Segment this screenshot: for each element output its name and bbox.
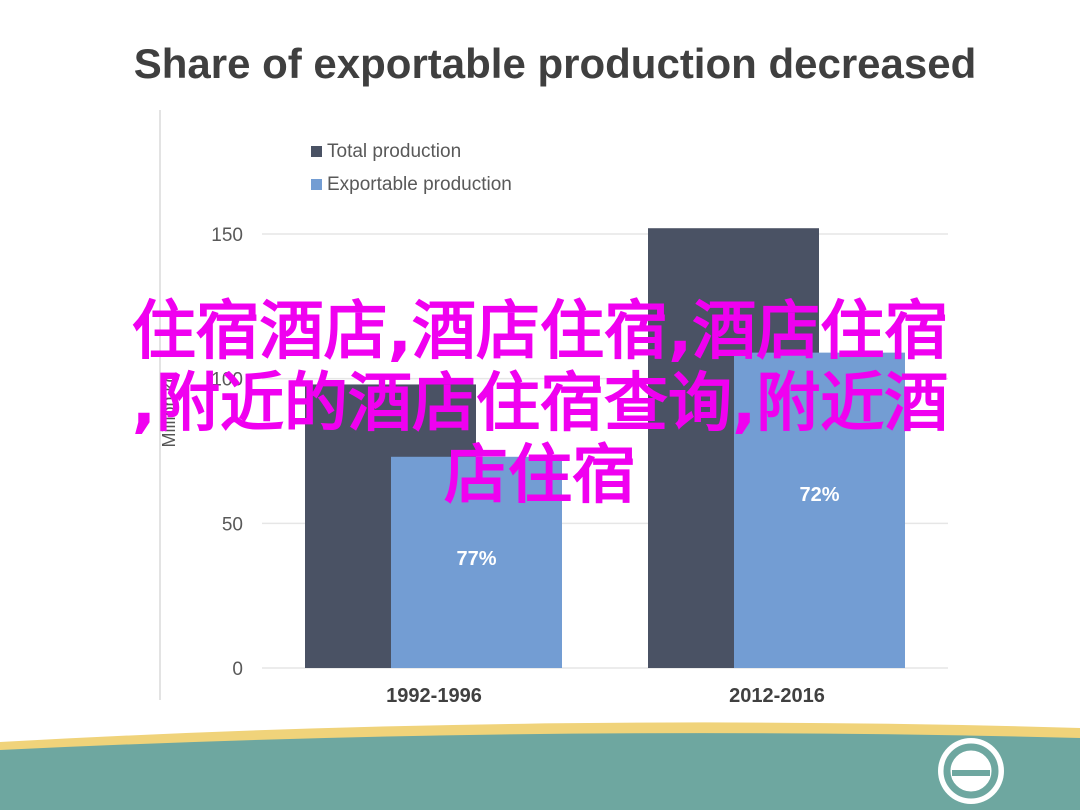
bar-exportable-0 (391, 456, 562, 668)
band-teal (0, 733, 1080, 810)
x-tick-label: 1992-1996 (386, 685, 482, 707)
data-label: 77% (456, 548, 496, 570)
x-tick-label: 2012-2016 (729, 685, 825, 707)
y-tick-label: 0 (232, 659, 243, 680)
chart-title: Share of exportable production decreased (133, 40, 977, 87)
circle-logo-icon (938, 738, 1004, 804)
bar-exportable-1 (734, 352, 905, 668)
legend-swatch (311, 179, 322, 190)
legend-swatch (311, 146, 322, 157)
legend-label: Total production (327, 141, 461, 162)
y-axis-label: Million kg (159, 372, 179, 447)
data-label: 72% (799, 484, 839, 506)
y-tick-label: 50 (222, 514, 243, 535)
legend-label: Exportable production (327, 174, 512, 195)
y-tick-label: 100 (211, 370, 243, 391)
y-tick-label: 150 (211, 225, 243, 246)
